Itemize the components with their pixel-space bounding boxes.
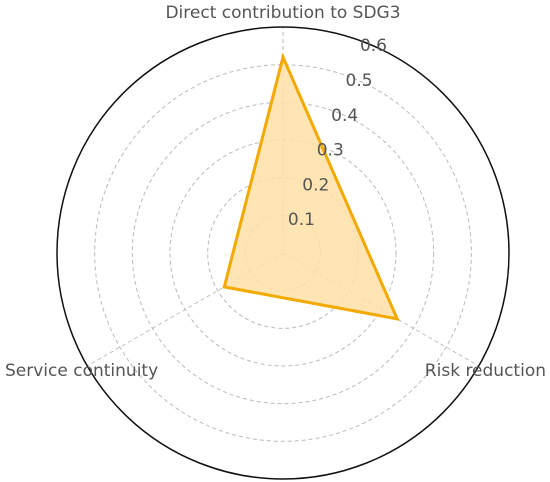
r-tick-label-3: 0.3 — [317, 141, 344, 161]
series-polygon — [222, 52, 400, 321]
axis-label-1: Direct contribution to SDG3 — [165, 3, 400, 23]
r-tick-label-6: 0.6 — [360, 36, 387, 56]
data-layer — [222, 52, 400, 321]
axis-label-3: Service continuity — [5, 361, 158, 381]
r-tick-label-2: 0.2 — [302, 175, 329, 195]
r-tick-label-4: 0.4 — [331, 106, 358, 126]
data-point-1 — [281, 55, 285, 59]
label-layer: 0.1 0.2 0.3 0.4 0.5 0.6 Direct contribution to… — [5, 3, 546, 381]
data-point-3 — [222, 285, 226, 289]
grid-circle-5 — [94, 64, 472, 442]
r-tick-label-5: 0.5 — [346, 71, 373, 91]
axis-label-2: Risk reduction — [425, 361, 546, 381]
grid-circle-3 — [169, 139, 397, 367]
outer-frame — [56, 26, 510, 480]
r-tick-label-1: 0.1 — [288, 210, 315, 230]
data-point-2 — [395, 317, 399, 321]
